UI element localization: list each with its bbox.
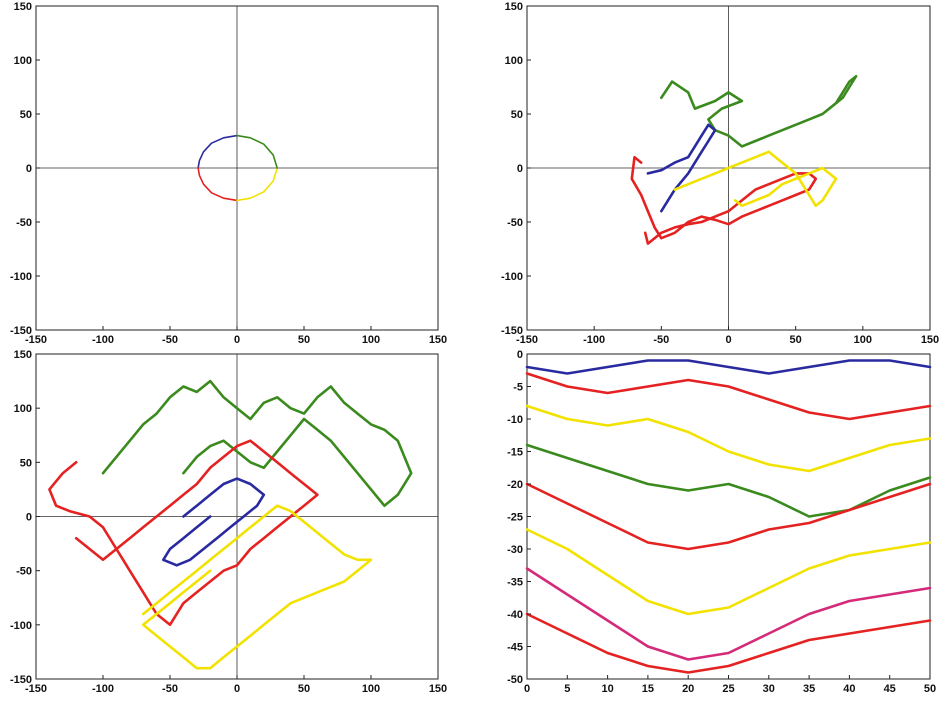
series-line-4: [673, 150, 838, 208]
series-line-3: [236, 167, 279, 202]
series-line-4: [141, 504, 373, 670]
x-tick-label: 40: [843, 683, 855, 695]
series-line-1: [101, 379, 413, 508]
y-tick-label: -5: [513, 382, 523, 394]
y-tick-label: -30: [507, 544, 523, 556]
x-tick-label: 0: [234, 683, 240, 695]
y-tick-label: -45: [507, 642, 523, 654]
x-tick-label: 100: [854, 334, 872, 346]
y-tick-label: -150: [10, 674, 32, 686]
x-tick-label: 150: [429, 334, 447, 346]
x-tick-label: -50: [653, 334, 669, 346]
x-tick-label: 150: [429, 683, 447, 695]
y-tick-label: -20: [507, 479, 523, 491]
series-group: [525, 359, 932, 674]
y-tick-label: 0: [517, 163, 523, 175]
x-tick-label: 50: [298, 683, 310, 695]
y-tick-label: -40: [507, 609, 523, 621]
series-line-3: [162, 477, 266, 567]
x-tick-label: -50: [162, 334, 178, 346]
series-line-3: [525, 443, 932, 518]
series-line-5: [525, 528, 932, 616]
x-tick-label: 45: [884, 683, 896, 695]
x-tick-label: 100: [362, 683, 380, 695]
x-tick-label: 50: [298, 334, 310, 346]
x-tick-label: 150: [921, 334, 939, 346]
series-group: [197, 134, 279, 202]
panel-top-left: -150 -100 -50 0 50 100 150 -150 -100 -50 0 50 100 150: [10, 1, 447, 346]
series-line-6: [525, 567, 932, 661]
y-tick-label: -100: [501, 271, 523, 283]
y-tick-label: -25: [507, 512, 523, 524]
series-group: [48, 379, 413, 670]
series-line-4: [236, 134, 279, 169]
x-tick-label: -50: [162, 683, 178, 695]
x-tick-label: 50: [790, 334, 802, 346]
y-tick-label: 100: [14, 403, 32, 415]
panel-top-right: -150 -100 -50 0 50 100 150 -150 -100 -50 0 50 100 150: [501, 1, 939, 346]
x-tick-label: -150: [25, 334, 47, 346]
x-tick-label: 35: [803, 683, 815, 695]
x-tick-label: 25: [722, 683, 734, 695]
y-tick-label: -150: [501, 325, 523, 337]
y-tick-label: 50: [20, 109, 32, 121]
series-line-1: [197, 134, 238, 169]
x-tick-label: -150: [516, 334, 538, 346]
series-group: [630, 74, 858, 245]
x-tick-label: 0: [234, 334, 240, 346]
x-tick-label: 50: [924, 683, 936, 695]
panel-bottom-right: 0 5 10 15 20 25 30 35 40 45 50-50-45-40-35-30-25-2…: [507, 349, 936, 695]
y-tick-label: 150: [14, 1, 32, 13]
x-tick-label: 10: [601, 683, 613, 695]
x-tick-label: 15: [642, 683, 654, 695]
y-tick-label: -50: [16, 566, 32, 578]
x-tick-label: -150: [25, 683, 47, 695]
x-tick-label: 0: [524, 683, 530, 695]
x-tick-label: 30: [763, 683, 775, 695]
series-line-2: [48, 439, 319, 627]
series-line-8: [525, 359, 932, 375]
series-line-7: [525, 612, 932, 674]
series-line-3: [630, 155, 818, 245]
y-tick-label: 100: [14, 55, 32, 67]
y-tick-label: -50: [507, 674, 523, 686]
y-tick-label: -100: [10, 271, 32, 283]
y-tick-label: -50: [16, 217, 32, 229]
x-tick-label: 100: [362, 334, 380, 346]
series-line-2: [525, 404, 932, 473]
x-tick-label: 0: [725, 334, 731, 346]
y-tick-label: -100: [10, 620, 32, 632]
series-line-1: [659, 74, 858, 148]
series-line-4: [525, 482, 932, 551]
y-tick-label: -50: [507, 217, 523, 229]
y-tick-label: 150: [14, 349, 32, 361]
y-tick-label: 50: [511, 109, 523, 121]
y-tick-label: 100: [505, 55, 523, 67]
y-tick-label: -15: [507, 447, 523, 459]
y-tick-label: -10: [507, 414, 523, 426]
y-tick-label: 150: [505, 1, 523, 13]
y-tick-label: 0: [26, 512, 32, 524]
y-tick-label: 0: [517, 349, 523, 361]
x-tick-label: 20: [682, 683, 694, 695]
x-tick-label: -100: [92, 683, 114, 695]
x-tick-label: -100: [583, 334, 605, 346]
panel-bottom-left: -150 -100 -50 0 50 100 150 -150 -100 -50 0 50 100 150: [10, 349, 447, 695]
series-line-2: [197, 167, 238, 202]
x-tick-label: -100: [92, 334, 114, 346]
y-tick-label: 50: [20, 457, 32, 469]
y-tick-label: -150: [10, 325, 32, 337]
y-tick-label: -35: [507, 577, 523, 589]
series-line-1: [525, 372, 932, 421]
x-tick-label: 5: [564, 683, 570, 695]
series-line-2: [646, 123, 717, 213]
y-tick-label: 0: [26, 163, 32, 175]
